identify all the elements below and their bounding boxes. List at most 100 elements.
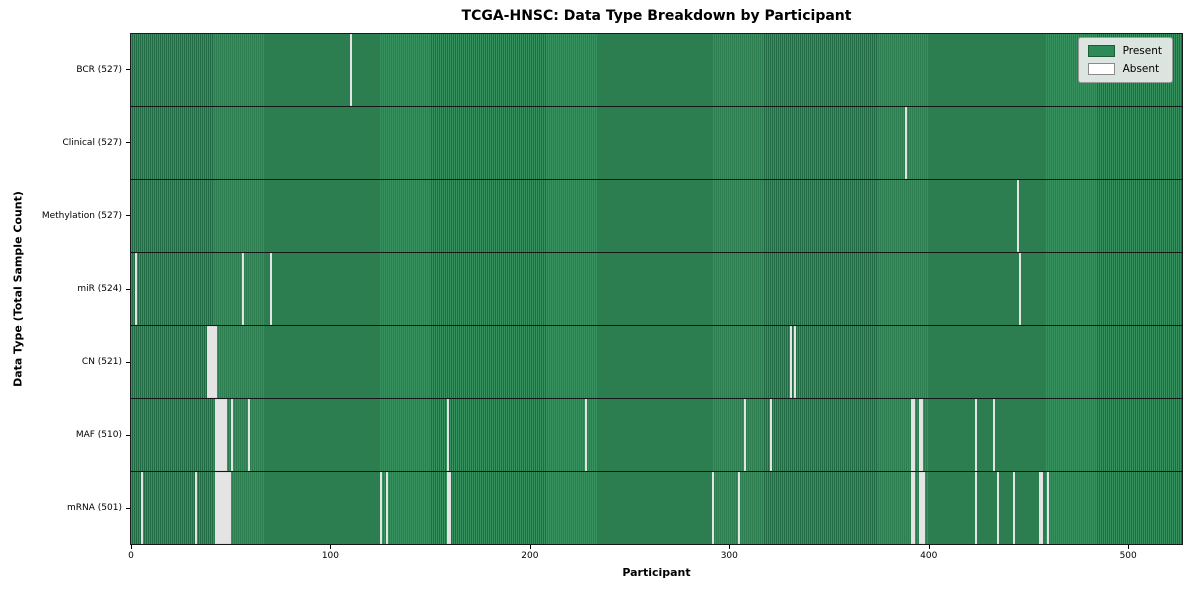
absent-stripe: [349, 34, 352, 106]
absent-stripe: [911, 472, 914, 544]
ytick-label-mrna: mRNA (501): [67, 503, 122, 514]
absent-stripe: [1018, 253, 1021, 325]
xtick-label-300: 300: [720, 551, 738, 561]
absent-stripe: [913, 399, 916, 471]
absent-stripe: [996, 472, 999, 544]
absent-stripe: [134, 253, 137, 325]
row-mir: [131, 253, 1182, 326]
absent-stripe: [1012, 472, 1015, 544]
xtick-label-100: 100: [321, 551, 340, 561]
absent-stripe: [228, 472, 231, 544]
absent-stripe: [1016, 180, 1019, 252]
absent-stripe: [793, 326, 796, 398]
absent-stripe: [921, 472, 924, 544]
absent-stripe: [212, 326, 215, 398]
absent-stripe: [385, 472, 388, 544]
absent-stripe: [224, 399, 227, 471]
plot-area: [130, 33, 1183, 545]
absent-stripe: [789, 326, 792, 398]
ytick-mark: [126, 507, 130, 509]
present-swatch-icon: [1087, 45, 1115, 57]
absent-stripe: [210, 326, 213, 398]
row-cn: [131, 326, 1182, 399]
absent-stripe: [769, 399, 772, 471]
xtick-label-400: 400: [920, 551, 938, 561]
absent-stripe: [214, 399, 217, 471]
y-axis-label: Data Type (Total Sample Count): [11, 191, 25, 387]
xtick-label-0: 0: [128, 551, 134, 561]
legend-present-label: Present: [1122, 45, 1162, 57]
absent-stripe: [230, 399, 233, 471]
ytick-label-methylation: Methylation (527): [41, 210, 122, 221]
absent-stripe: [974, 472, 977, 544]
absent-stripe: [1046, 472, 1049, 544]
ytick-mark: [126, 361, 130, 363]
absent-stripe: [921, 399, 924, 471]
absent-stripe: [222, 399, 225, 471]
legend-entry-present: Present: [1087, 45, 1162, 57]
row-clinical: [131, 107, 1182, 180]
absent-stripe: [911, 399, 914, 471]
xtick-mark: [330, 545, 332, 549]
absent-stripe: [919, 399, 922, 471]
row-methylation: [131, 180, 1182, 253]
absent-stripe: [226, 472, 229, 544]
xtick-mark: [130, 545, 132, 549]
absent-stripe: [447, 472, 450, 544]
ytick-label-clinical: Clinical (527): [62, 137, 122, 148]
absent-stripe: [905, 107, 908, 179]
absent-stripe: [220, 399, 223, 471]
absent-stripe: [220, 472, 223, 544]
absent-stripe: [214, 472, 217, 544]
absent-stripe: [270, 253, 273, 325]
ytick-mark: [126, 69, 130, 71]
ytick-label-cn: CN (521): [81, 357, 122, 368]
absent-stripe: [208, 326, 211, 398]
absent-stripe: [224, 472, 227, 544]
absent-stripe: [214, 326, 217, 398]
xtick-label-500: 500: [1119, 551, 1137, 561]
absent-stripe: [913, 472, 916, 544]
legend-entry-absent: Absent: [1087, 63, 1162, 75]
absent-stripe: [218, 472, 221, 544]
xtick-mark: [1128, 545, 1130, 549]
absent-stripe: [449, 472, 452, 544]
absent-stripe: [248, 399, 251, 471]
absent-stripe: [919, 472, 922, 544]
absent-stripe: [584, 399, 587, 471]
ytick-mark: [126, 142, 130, 144]
absent-stripe: [1040, 472, 1043, 544]
absent-stripe: [738, 472, 741, 544]
ytick-label-maf: MAF (510): [75, 430, 122, 441]
ytick-mark: [126, 215, 130, 217]
ytick-label-mir: miR (524): [77, 284, 122, 294]
absent-stripe: [744, 399, 747, 471]
ytick-label-bcr: BCR (527): [76, 64, 122, 75]
absent-stripe: [218, 399, 221, 471]
absent-stripe: [206, 326, 209, 398]
absent-stripe: [216, 472, 219, 544]
ytick-mark: [126, 288, 130, 290]
legend-absent-label: Absent: [1122, 63, 1160, 75]
absent-swatch-icon: [1087, 63, 1115, 75]
absent-stripe: [379, 472, 382, 544]
xtick-mark: [729, 545, 731, 549]
absent-stripe: [992, 399, 995, 471]
absent-stripe: [923, 472, 926, 544]
absent-stripe: [194, 472, 197, 544]
absent-stripe: [447, 399, 450, 471]
chart-title: TCGA-HNSC: Data Type Breakdown by Partic…: [461, 8, 852, 24]
legend: Present Absent: [1077, 37, 1173, 83]
xtick-label-200: 200: [521, 551, 539, 561]
ytick-mark: [126, 434, 130, 436]
x-axis-label: Participant: [622, 566, 691, 579]
absent-stripe: [1038, 472, 1041, 544]
absent-stripe: [216, 399, 219, 471]
absent-stripe: [974, 399, 977, 471]
absent-stripe: [222, 472, 225, 544]
row-mrna: [131, 472, 1182, 544]
row-maf: [131, 399, 1182, 472]
xtick-mark: [928, 545, 930, 549]
absent-stripe: [242, 253, 245, 325]
